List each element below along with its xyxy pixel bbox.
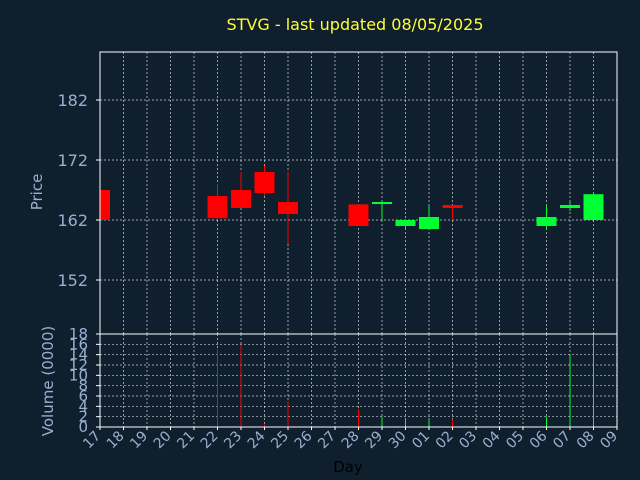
x-tick-label: 01 (409, 428, 433, 452)
x-tick-label: 05 (503, 428, 527, 452)
x-tick-label: 07 (550, 428, 574, 452)
price-tick-label: 172 (57, 151, 88, 170)
x-tick-label: 25 (268, 428, 292, 452)
candle-body (348, 204, 369, 226)
x-tick-label: 09 (597, 428, 621, 452)
x-tick-label: 02 (433, 428, 457, 452)
x-tick-label: 22 (198, 428, 222, 452)
candle-body (419, 217, 439, 229)
x-tick-label: 20 (151, 428, 175, 452)
volume-tick-label: 14 (69, 346, 88, 364)
candle-body (100, 190, 110, 220)
x-tick-label: 04 (480, 428, 504, 452)
candle-body (278, 202, 298, 214)
candle-body (395, 220, 416, 226)
x-tick-label: 28 (339, 428, 363, 452)
volume-tick-label: 0 (78, 418, 88, 436)
price-tick-label: 162 (57, 211, 88, 230)
volume-tick-label: 10 (69, 366, 88, 384)
x-tick-label: 27 (315, 428, 339, 452)
price-axis-title: Price (28, 174, 46, 211)
x-tick-label: 03 (456, 428, 480, 452)
volume-axis-title: Volume (0000) (39, 326, 57, 436)
price-tick-label: 152 (57, 271, 88, 290)
x-tick-label: 29 (362, 428, 386, 452)
x-tick-label: 30 (386, 428, 410, 452)
price-panel: 152 162 172 182 (57, 51, 618, 335)
volume-tick-label: 2 (78, 408, 88, 426)
x-tick-label: 08 (574, 428, 598, 452)
x-tick-label: 21 (174, 428, 198, 452)
x-tick-label: 18 (104, 428, 128, 452)
candle-body (254, 172, 275, 193)
volume-tick-label: 8 (78, 377, 88, 395)
x-tick-label: 06 (527, 428, 551, 452)
volume-tick-label: 12 (69, 356, 88, 374)
price-tick-label: 182 (57, 91, 88, 110)
x-tick-label: 19 (127, 428, 151, 452)
candle-body (560, 205, 580, 208)
x-axis-title: Day (333, 458, 363, 476)
x-tick-label: 23 (221, 428, 245, 452)
candle-body (442, 205, 463, 208)
candle-body (231, 190, 251, 208)
x-tick-label: 24 (245, 428, 269, 452)
candle-body (536, 217, 557, 226)
volume-tick-label: 6 (78, 387, 88, 405)
candle-body (372, 202, 392, 204)
chart-title: STVG - last updated 08/05/2025 (227, 15, 484, 34)
volume-tick-label: 18 (69, 325, 88, 343)
x-tick-label: 26 (292, 428, 316, 452)
candle-body (583, 194, 604, 220)
volume-tick-label: 4 (78, 397, 88, 415)
candle-body (207, 196, 228, 219)
volume-tick-label: 16 (69, 335, 88, 353)
